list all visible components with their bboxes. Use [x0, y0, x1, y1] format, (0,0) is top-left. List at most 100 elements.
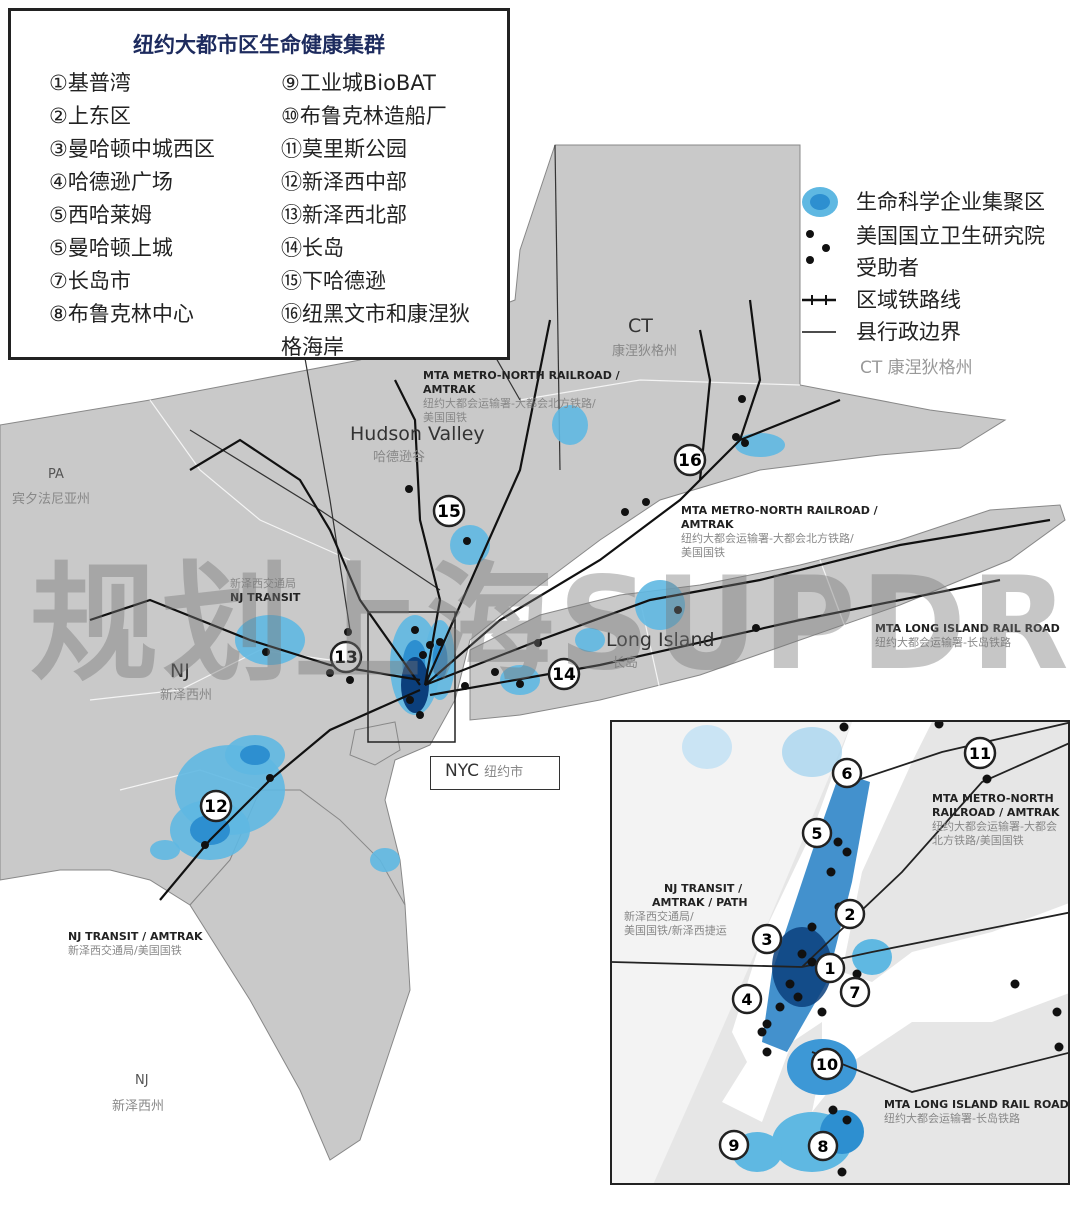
- nih-dot: [491, 668, 499, 676]
- legend-item: ⑦长岛市: [49, 269, 131, 293]
- marker-12[interactable]: 12: [199, 789, 233, 823]
- rail-line: [394, 379, 442, 686]
- marker-14[interactable]: 14: [547, 657, 581, 691]
- nyc-inset-map: MTA METRO-NORTH RAILROAD / AMTRAK 纽约大都会运…: [610, 720, 1070, 1185]
- key-cluster: 生命科学企业集聚区: [800, 186, 1045, 220]
- nih-dot: [463, 537, 471, 545]
- nih-dot: [674, 606, 682, 614]
- legend-item: ①基普湾: [49, 71, 131, 95]
- nih-dot: [757, 1027, 767, 1037]
- nih-dots-icon: [806, 230, 830, 264]
- legend-item: ⑮下哈德逊: [281, 269, 386, 293]
- nih-dot: [807, 922, 817, 932]
- cluster: [552, 405, 588, 445]
- inset-label-lirr: MTA LONG ISLAND RAIL ROAD 纽约大都会运输署-长岛铁路: [884, 1098, 1069, 1125]
- label-pa: PA: [48, 467, 64, 482]
- staten-island: [349, 721, 401, 766]
- rail-line: [851, 722, 1068, 783]
- nih-dot: [516, 680, 524, 688]
- legend-item: ⑧布鲁克林中心: [49, 302, 194, 326]
- rail-line: [89, 598, 421, 682]
- cluster: [735, 433, 785, 457]
- label-pa-zh: 宾夕法尼亚州: [12, 492, 91, 507]
- nih-dot: [842, 847, 852, 857]
- nih-dot: [797, 949, 807, 959]
- label-nyc-zh: 纽约市: [484, 765, 524, 780]
- cluster: [150, 840, 180, 860]
- rail-line: [811, 1051, 1068, 1093]
- nih-dot: [752, 624, 760, 632]
- nih-dot: [741, 439, 749, 447]
- label-hudson-valley-zh: 哈德逊谷: [373, 450, 426, 465]
- nih-dot: [1054, 1042, 1064, 1052]
- cluster: [782, 727, 842, 777]
- nih-dot: [826, 867, 836, 877]
- nih-dot: [344, 628, 352, 636]
- marker-15[interactable]: 15: [432, 494, 466, 528]
- rail-label-lirr: MTA LONG ISLAND RAIL ROAD 纽约大都会运输署-长岛铁路: [875, 622, 1060, 649]
- rail-label-metro-north-2: MTA METRO-NORTH RAILROAD / AMTRAK 纽约大都会运…: [681, 504, 878, 559]
- nih-dot: [406, 696, 414, 704]
- rail-label-nj-transit-amtrak: NJ TRANSIT / AMTRAK 新泽西交通局/美国国铁: [68, 930, 203, 957]
- rail-label-metro-north-1: MTA METRO-NORTH RAILROAD / AMTRAK 纽约大都会运…: [423, 369, 620, 424]
- nih-dot: [461, 682, 469, 690]
- legend-item: ②上东区: [49, 104, 131, 128]
- nih-dot: [411, 626, 419, 634]
- rail-line: [424, 398, 841, 686]
- nih-dot: [762, 1047, 772, 1057]
- label-nj: NJ: [170, 660, 190, 682]
- cluster: [852, 939, 892, 975]
- rail-line: [424, 518, 1051, 687]
- legend-item: ⑫新泽西中部: [281, 170, 407, 194]
- legend-title: 纽约大都市区生命健康集群: [133, 33, 385, 57]
- county-borders: [89, 379, 851, 791]
- cluster: [575, 628, 605, 652]
- legend-item: ⑤西哈莱姆: [49, 203, 152, 227]
- label-long-island: Long Island: [606, 629, 715, 651]
- marker-13[interactable]: 13: [329, 640, 363, 674]
- legend-right-column: ⑨工业城BioBAT ⑩布鲁克林造船厂 ⑪莫里斯公园 ⑫新泽西中部 ⑬新泽西北部…: [281, 67, 470, 364]
- marker-16[interactable]: 16: [673, 443, 707, 477]
- legend-item: ⑯纽黑文市和康涅狄: [281, 302, 470, 326]
- rail-line: [429, 578, 1001, 697]
- cluster-core: [240, 745, 270, 765]
- rail-line-icon: [802, 295, 836, 305]
- nih-dot: [416, 711, 424, 719]
- legend-item: ④哈德逊广场: [49, 170, 173, 194]
- cluster: [370, 848, 400, 872]
- map-key: 生命科学企业集聚区 美国国立卫生研究院 受助者 区域铁路线 县行政边界 CT 康…: [800, 186, 1045, 384]
- svg-text:13: 13: [334, 648, 358, 668]
- svg-text:16: 16: [678, 451, 702, 471]
- county-border-icon: [802, 331, 836, 333]
- rail-line: [698, 329, 712, 481]
- label-ct: CT: [628, 315, 653, 337]
- legend-item: ⑬新泽西北部: [281, 203, 407, 227]
- nih-dot: [839, 722, 849, 732]
- key-county: 县行政边界: [800, 316, 1045, 348]
- cluster-swatch-icon: [802, 187, 838, 217]
- nih-dot: [534, 639, 542, 647]
- label-nj-zh: 新泽西州: [160, 688, 213, 703]
- svg-text:12: 12: [204, 797, 228, 817]
- cluster-core: [190, 815, 230, 845]
- cluster: [787, 1039, 857, 1095]
- nih-dot: [419, 651, 427, 659]
- key-rail: 区域铁路线: [800, 284, 1045, 316]
- rail-line: [738, 299, 762, 441]
- legend-item: ⑪莫里斯公园: [281, 137, 407, 161]
- cluster: [732, 1132, 782, 1172]
- label-hudson-valley: Hudson Valley: [350, 423, 485, 445]
- nih-dot: [346, 676, 354, 684]
- nyc-inset-frame[interactable]: [367, 611, 456, 743]
- cluster: [820, 1110, 864, 1154]
- nih-dot: [934, 722, 944, 729]
- county-border: [149, 399, 351, 561]
- cluster-markers: 15 16 13 14 12: [199, 443, 707, 823]
- nih-dot: [326, 669, 334, 677]
- legend-item: ⑨工业城BioBAT: [281, 71, 436, 95]
- inset-label-nj-transit-path: NJ TRANSIT / AMTRAK / PATH 新泽西交通局/ 美国国铁/…: [624, 882, 748, 937]
- rail-line: [423, 319, 552, 686]
- nih-dot: [738, 395, 746, 403]
- state-border: [299, 329, 351, 631]
